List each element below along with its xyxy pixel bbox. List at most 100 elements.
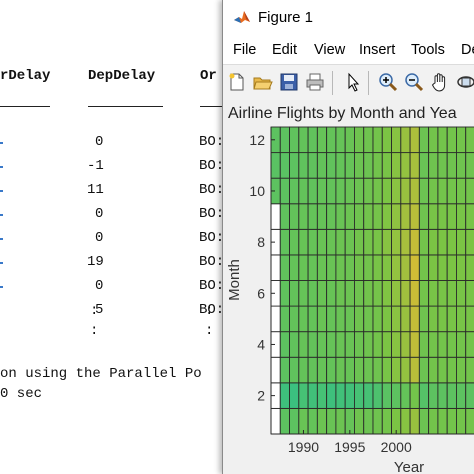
pointer-icon[interactable] — [342, 71, 364, 93]
rotate-3d-icon[interactable] — [455, 71, 474, 93]
heatmap-cell — [344, 305, 355, 333]
heatmap-cell — [363, 228, 374, 256]
menu-view[interactable]: View — [314, 42, 346, 58]
heatmap-cell — [418, 356, 430, 384]
heatmap-cell — [465, 305, 474, 333]
origin-cell: BO: — [199, 302, 222, 318]
menu-tools[interactable]: Tools — [411, 42, 445, 58]
heatmap-cell — [307, 356, 318, 384]
heatmap-cell — [381, 126, 392, 154]
toolbar-separator — [368, 71, 369, 95]
heatmap-cell — [279, 305, 290, 333]
row-link-marker[interactable] — [0, 262, 3, 264]
heatmap-cell — [344, 280, 355, 307]
zoom-out-icon[interactable] — [403, 71, 425, 93]
origin-cell: BO: — [199, 254, 222, 270]
menu-insert[interactable]: Insert — [359, 42, 396, 58]
heatmap-cell — [391, 177, 402, 205]
axes-area[interactable]: 2 4 6 8 10 12 1990 1995 2000 Year Month Airline Fl… — [223, 100, 474, 474]
x-tick-label: 2000 — [381, 439, 412, 455]
heatmap-cell — [391, 331, 402, 358]
row-link-marker[interactable] — [0, 286, 3, 288]
heatmap-cell — [344, 382, 355, 409]
heatmap-cell — [418, 228, 430, 256]
heatmap-cell — [409, 203, 420, 230]
heatmap-cell — [354, 305, 365, 333]
heatmap-cell — [428, 356, 439, 384]
heatmap-cell — [465, 331, 474, 358]
heatmap-cell — [428, 126, 439, 154]
save-icon[interactable] — [278, 71, 300, 93]
heatmap-cell — [289, 305, 300, 333]
origin-cell: BO: — [199, 206, 222, 222]
heatmap-cell — [400, 177, 411, 205]
heatmap-cell — [298, 228, 309, 256]
heatmap-cell — [270, 407, 281, 435]
heatmap-cell — [372, 356, 383, 384]
figure-window[interactable]: Figure 1 File Edit View Insert Tools De — [222, 0, 474, 474]
heatmap-cell — [456, 203, 467, 230]
heatmap-cell — [409, 152, 420, 179]
heatmap-cell — [446, 356, 457, 384]
origin-cell: BO: — [199, 182, 222, 198]
zoom-in-icon[interactable] — [377, 71, 399, 93]
row-link-marker[interactable] — [0, 142, 3, 144]
heatmap-cell — [335, 331, 346, 358]
heatmap-cell — [465, 356, 474, 384]
heatmap-cell — [456, 280, 467, 307]
heatmap-cell — [446, 203, 457, 230]
menu-desktop[interactable]: De — [461, 42, 474, 58]
heatmap-cell — [298, 382, 309, 409]
heatmap-cell — [335, 382, 346, 409]
heatmap-cell — [307, 152, 318, 179]
heatmap-chart[interactable]: 2 4 6 8 10 12 1990 1995 2000 Year Month — [223, 100, 474, 474]
heatmap-cell — [391, 228, 402, 256]
menu-edit[interactable]: Edit — [272, 42, 297, 58]
toolbar-separator — [332, 71, 333, 95]
heatmap-cell — [456, 407, 467, 435]
heatmap-cell — [381, 407, 392, 435]
y-tick-label: 8 — [257, 234, 265, 250]
ellipsis-cell: : — [90, 303, 99, 319]
menu-file[interactable]: File — [233, 42, 257, 58]
print-icon[interactable] — [304, 71, 326, 93]
elapsed-time-message: 0 sec — [0, 386, 43, 402]
heatmap-cell — [428, 254, 439, 281]
heatmap-cell — [298, 177, 309, 205]
new-figure-icon[interactable] — [226, 71, 248, 93]
heatmap-cell — [354, 407, 365, 435]
heatmap-cell — [418, 331, 430, 358]
heatmap-cell — [354, 280, 365, 307]
x-axis-label: Year — [394, 459, 424, 474]
heatmap-cell — [307, 254, 318, 281]
heatmap-cell — [289, 177, 300, 205]
heatmap-cell — [381, 177, 392, 205]
open-file-icon[interactable] — [252, 71, 274, 93]
heatmap-cell — [428, 407, 439, 435]
chart-title: Airline Flights by Month and Yea — [228, 105, 457, 122]
heatmap-cell — [372, 152, 383, 179]
row-link-marker[interactable] — [0, 166, 3, 168]
heatmap-cell — [354, 126, 365, 154]
heatmap-cell — [456, 126, 467, 154]
heatmap-cell — [400, 126, 411, 154]
heatmap-cell — [316, 152, 328, 179]
pan-hand-icon[interactable] — [429, 71, 451, 93]
heatmap-cell — [326, 177, 337, 205]
row-link-marker[interactable] — [0, 214, 3, 216]
parallel-pool-message: on using the Parallel Po — [0, 366, 202, 382]
window-titlebar[interactable]: Figure 1 — [223, 0, 474, 36]
heatmap-cell — [400, 356, 411, 384]
heatmap-cell — [428, 280, 439, 307]
heatmap-cell — [465, 382, 474, 409]
row-link-marker[interactable] — [0, 190, 3, 192]
heatmap-cell — [279, 254, 290, 281]
row-link-marker[interactable] — [0, 238, 3, 240]
heatmap-cell — [437, 407, 448, 435]
heatmap-cell — [344, 228, 355, 256]
heatmap-cell — [428, 177, 439, 205]
heatmap-cell — [437, 382, 448, 409]
origin-cell: BO: — [199, 278, 222, 294]
heatmap-cell — [270, 254, 281, 281]
heatmap-cell — [465, 152, 474, 179]
